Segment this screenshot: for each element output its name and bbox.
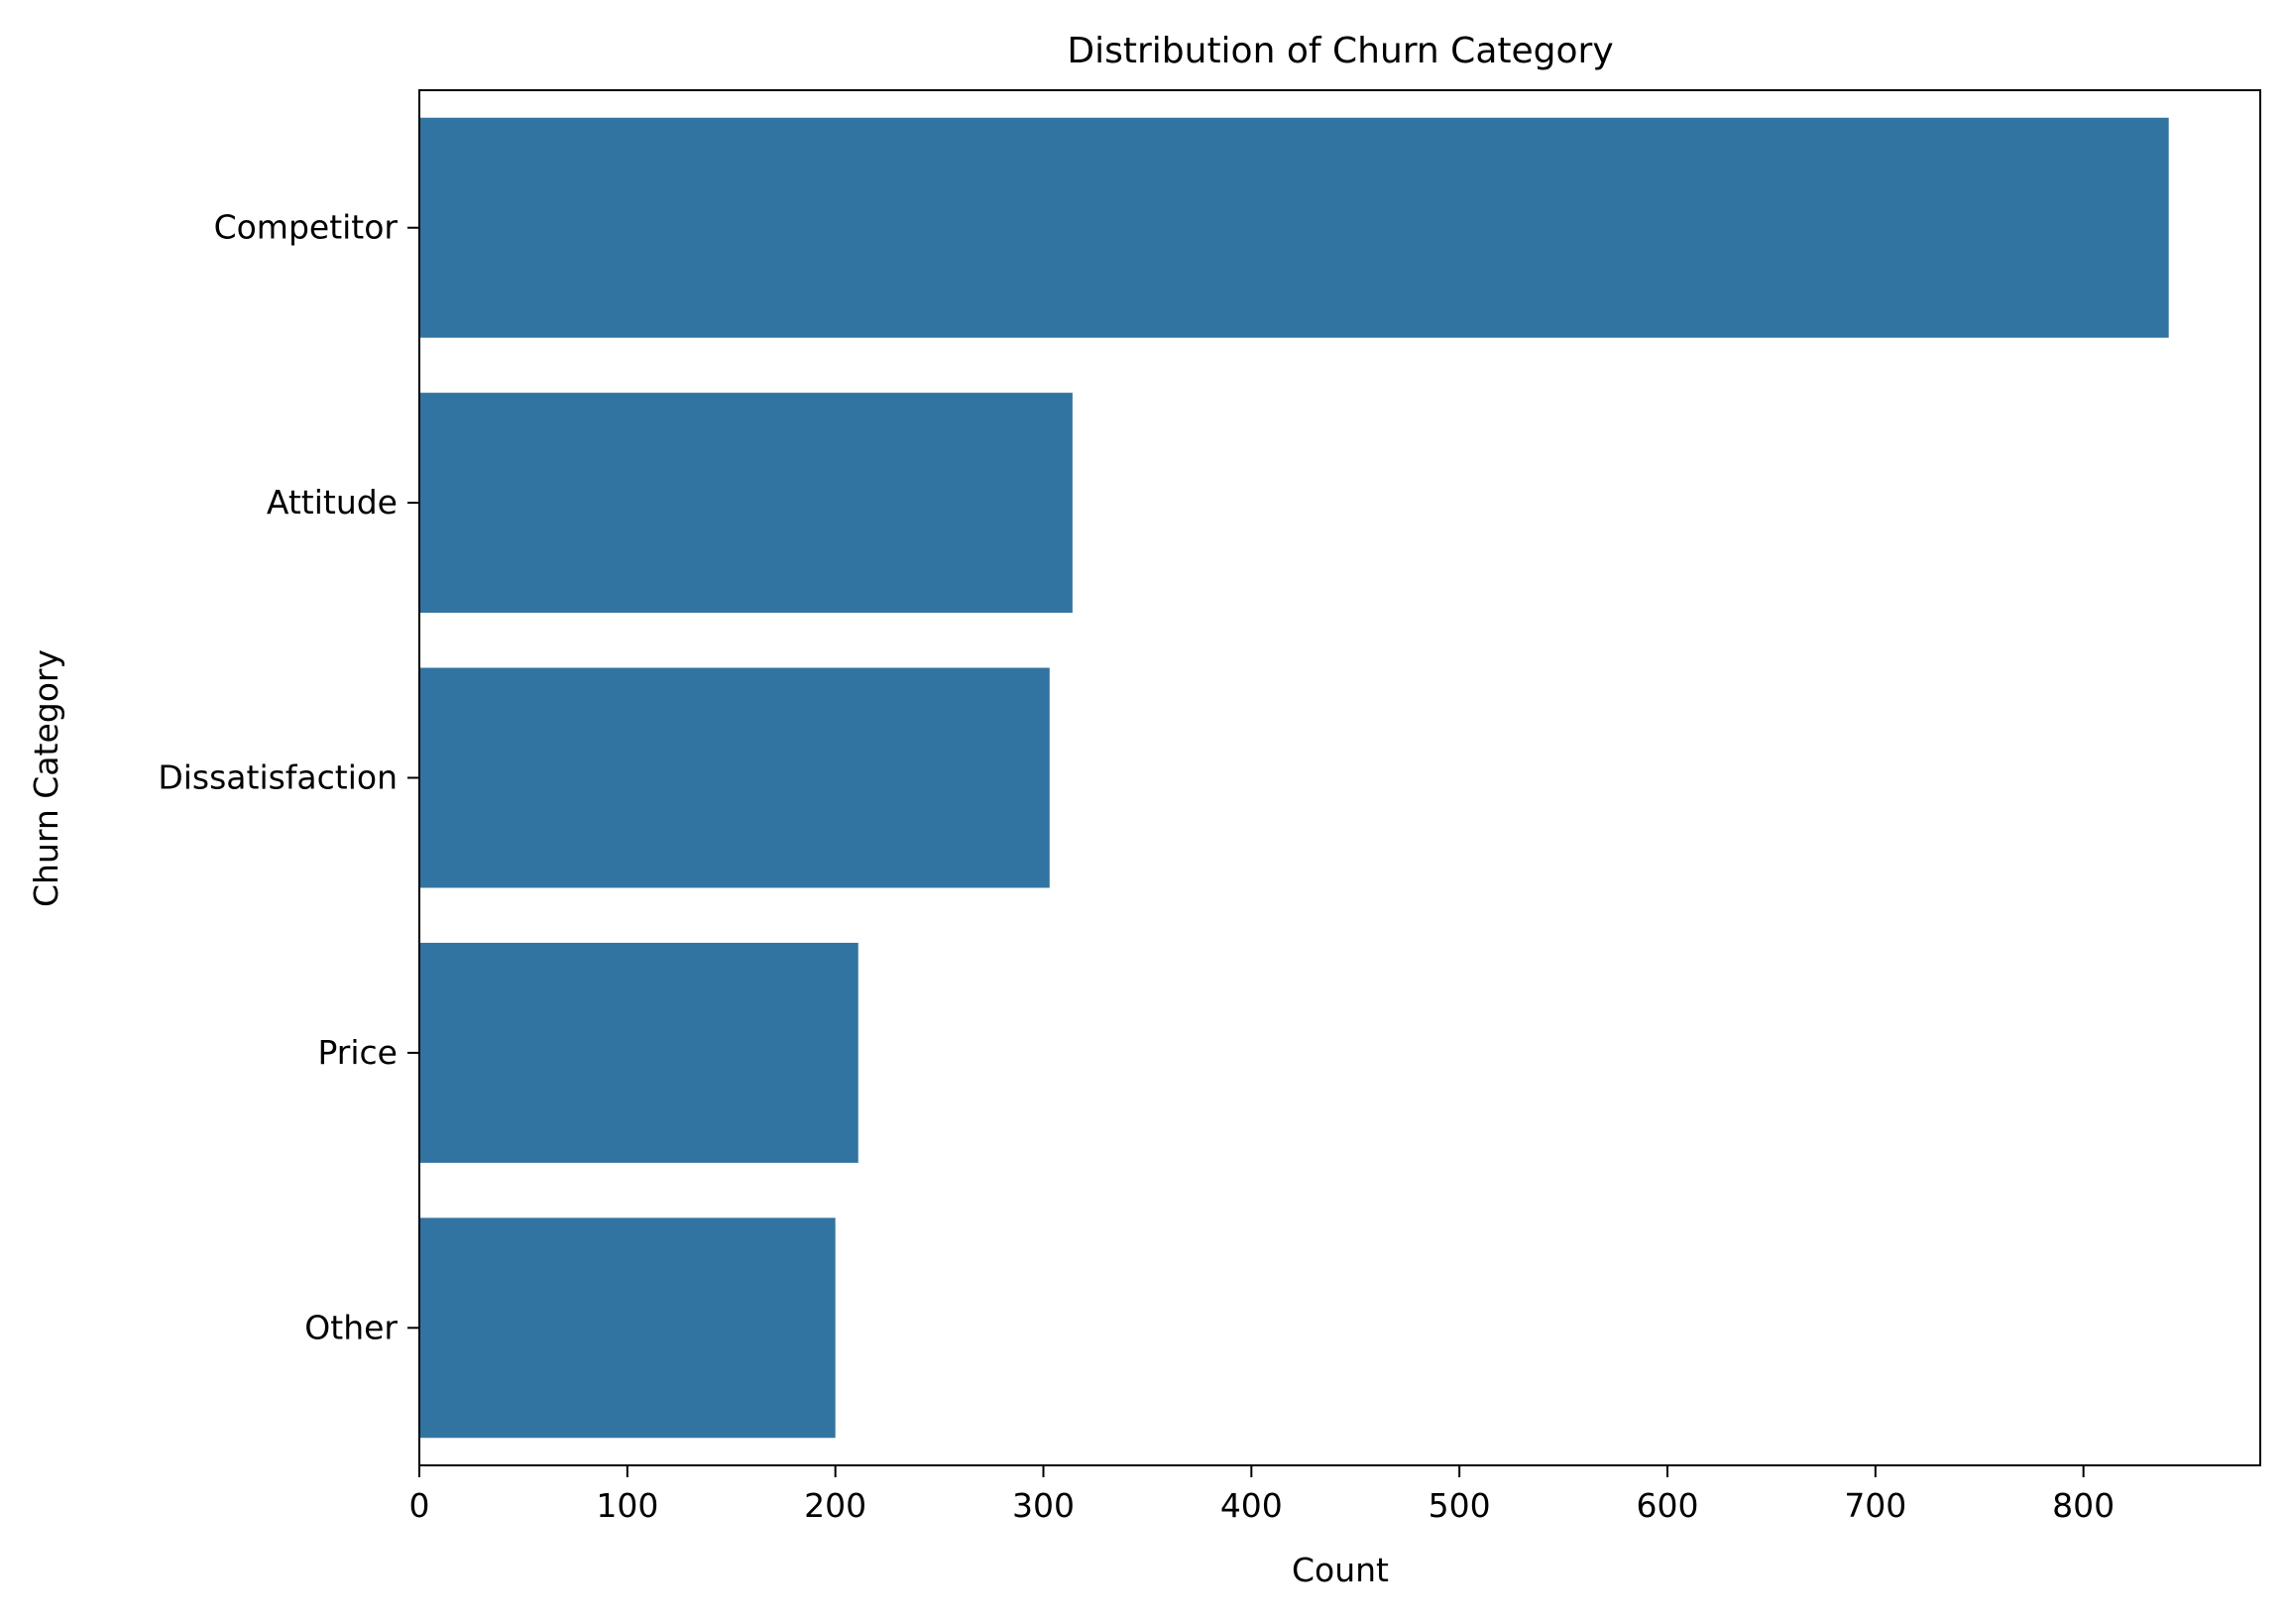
bar-other bbox=[419, 1218, 836, 1439]
x-tick-label: 400 bbox=[1220, 1486, 1283, 1525]
bar-competitor bbox=[419, 117, 2169, 338]
y-tick-label-other: Other bbox=[304, 1308, 398, 1346]
x-tick-label: 100 bbox=[596, 1486, 658, 1525]
bar-price bbox=[419, 942, 859, 1163]
x-tick-label: 0 bbox=[409, 1486, 430, 1525]
x-tick-label: 300 bbox=[1012, 1486, 1075, 1525]
y-tick-label-dissatisfaction: Dissatisfaction bbox=[158, 758, 398, 797]
bar-attitude bbox=[419, 393, 1073, 614]
x-tick-label: 500 bbox=[1429, 1486, 1491, 1525]
plot-frame bbox=[418, 89, 2261, 1466]
y-tick-label-competitor: Competitor bbox=[214, 208, 399, 247]
x-tick-label: 600 bbox=[1636, 1486, 1698, 1525]
y-axis: Competitor Attitude Dissatisfaction Price Ot… bbox=[158, 208, 419, 1346]
y-tick-label-price: Price bbox=[317, 1033, 398, 1072]
bars-layer bbox=[419, 117, 2169, 1439]
y-axis-label: Churn Category bbox=[27, 649, 65, 907]
x-axis-label: Count bbox=[1292, 1551, 1389, 1589]
y-tick-label-attitude: Attitude bbox=[267, 483, 398, 522]
bar-dissatisfaction bbox=[419, 667, 1050, 888]
x-axis: 0 100 200 300 400 500 600 700 800 bbox=[409, 1465, 2115, 1525]
x-tick-label: 700 bbox=[1844, 1486, 1906, 1525]
chart-title: Distribution of Churn Category bbox=[1067, 31, 1613, 71]
x-tick-label: 200 bbox=[804, 1486, 866, 1525]
x-tick-label: 800 bbox=[2052, 1486, 2115, 1525]
